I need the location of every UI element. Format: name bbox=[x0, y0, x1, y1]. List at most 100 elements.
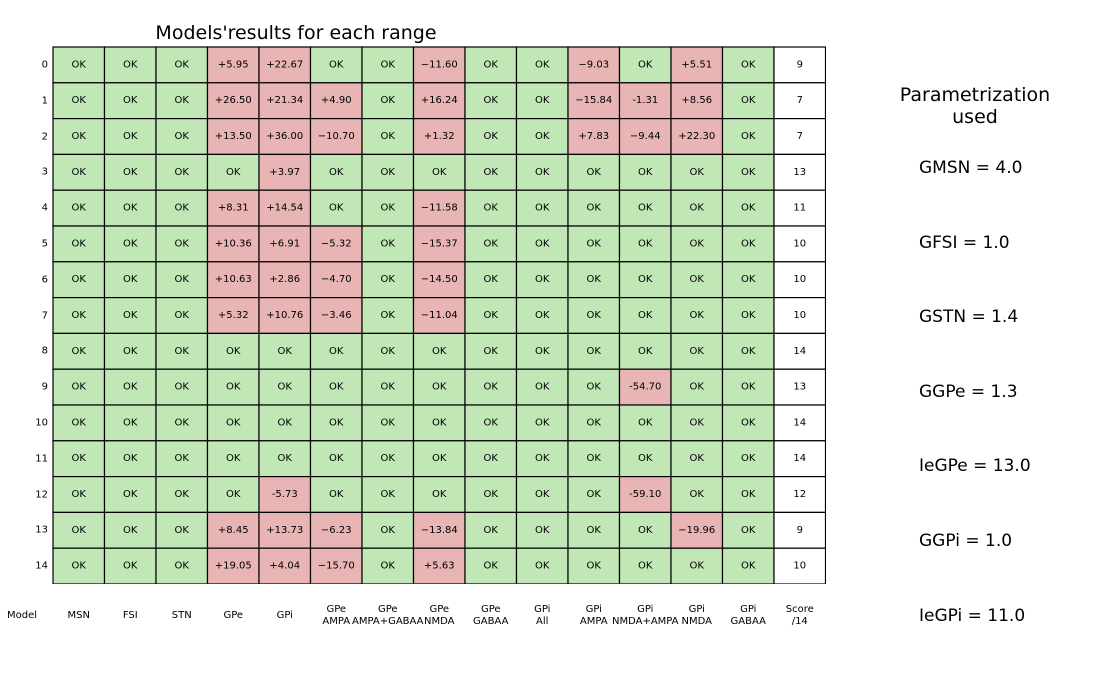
table-cell-text: OK bbox=[175, 346, 190, 357]
table-cell-text: −4.70 bbox=[321, 274, 352, 285]
table-cell bbox=[618, 117, 672, 155]
table-cell bbox=[258, 261, 312, 299]
table-cell bbox=[567, 404, 621, 442]
row-label: 7 bbox=[41, 310, 48, 321]
column-header: GPi GABAA bbox=[730, 604, 766, 627]
table-cell-text: −9.44 bbox=[630, 131, 661, 142]
table-cell-text: +26.50 bbox=[215, 95, 252, 106]
table-cell-text: OK bbox=[690, 382, 705, 393]
table-cell-text: OK bbox=[329, 346, 344, 357]
table-cell-text: 10 bbox=[793, 238, 806, 249]
table-cell-text: +19.05 bbox=[215, 561, 252, 572]
table-cell bbox=[103, 440, 157, 478]
table-cell-text: OK bbox=[741, 346, 756, 357]
table-cell-text: OK bbox=[72, 238, 87, 249]
table-cell-text: +4.04 bbox=[269, 561, 300, 572]
row-label: 2 bbox=[41, 131, 48, 142]
table-cell-text: OK bbox=[123, 310, 138, 321]
table-cell bbox=[361, 82, 415, 120]
table-cell bbox=[515, 368, 569, 406]
table-cell-text: OK bbox=[123, 525, 138, 536]
column-header: GPi AMPA bbox=[579, 604, 608, 627]
table-cell-text: OK bbox=[72, 489, 87, 500]
table-cell-text: OK bbox=[690, 167, 705, 178]
table-cell-text: +22.67 bbox=[266, 59, 303, 70]
table-cell-text: OK bbox=[690, 489, 705, 500]
parameter-entry: GGPe = 1.3 bbox=[919, 381, 1018, 402]
table-cell bbox=[412, 332, 466, 370]
table-cell bbox=[52, 297, 106, 335]
table-cell-text: OK bbox=[123, 561, 138, 572]
table-cell-text: OK bbox=[535, 382, 550, 393]
table-cell-text: OK bbox=[123, 59, 138, 70]
table-cell-text: OK bbox=[381, 346, 396, 357]
chart-title: Models'results for each range bbox=[155, 22, 437, 44]
table-cell bbox=[515, 82, 569, 120]
table-cell-text: OK bbox=[638, 525, 653, 536]
table-cell-text: +1.32 bbox=[424, 131, 455, 142]
table-cell-text: OK bbox=[381, 382, 396, 393]
table-cell bbox=[567, 117, 621, 155]
table-cell-text: OK bbox=[484, 59, 499, 70]
table-cell-text: OK bbox=[587, 274, 602, 285]
table-cell bbox=[412, 547, 466, 584]
table-cell-text: OK bbox=[278, 346, 293, 357]
table-cell bbox=[721, 476, 775, 514]
table-cell bbox=[258, 46, 312, 84]
parameter-entry: IeGPe = 13.0 bbox=[919, 456, 1031, 477]
table-cell bbox=[618, 476, 672, 514]
row-label: 14 bbox=[35, 560, 48, 572]
table-cell bbox=[309, 82, 363, 120]
table-cell-text: OK bbox=[638, 417, 653, 428]
table-cell-text: OK bbox=[72, 453, 87, 464]
table-cell bbox=[464, 189, 518, 227]
table-cell-text: OK bbox=[381, 525, 396, 536]
table-cell-text: OK bbox=[535, 131, 550, 142]
table-cell-text: OK bbox=[381, 274, 396, 285]
table-cell bbox=[206, 404, 260, 442]
table-cell bbox=[206, 82, 260, 120]
table-cell-text: OK bbox=[175, 95, 190, 106]
table-cell-text: OK bbox=[484, 238, 499, 249]
table-cell-text: OK bbox=[226, 453, 241, 464]
column-header: Score /14 bbox=[785, 604, 814, 627]
table-cell-text: −11.04 bbox=[421, 310, 458, 321]
table-cell-text: OK bbox=[535, 274, 550, 285]
table-cell bbox=[567, 261, 621, 299]
table-cell-text: OK bbox=[329, 382, 344, 393]
table-cell bbox=[361, 404, 415, 442]
table-cell-text: OK bbox=[587, 310, 602, 321]
row-label: 10 bbox=[35, 417, 48, 429]
table-cell-text: 10 bbox=[793, 561, 806, 572]
table-cell bbox=[567, 225, 621, 263]
table-cell-text: OK bbox=[741, 417, 756, 428]
table-cell-text: OK bbox=[381, 561, 396, 572]
table-cell-text: +8.31 bbox=[218, 203, 249, 214]
table-cell bbox=[773, 117, 826, 155]
table-cell-text: OK bbox=[484, 167, 499, 178]
table-cell bbox=[773, 189, 826, 227]
table-cell-text: OK bbox=[175, 238, 190, 249]
table-cell-text: OK bbox=[123, 417, 138, 428]
table-cell-text: -54.70 bbox=[629, 382, 661, 393]
table-cell bbox=[309, 297, 363, 335]
table-cell-text: OK bbox=[381, 238, 396, 249]
table-cell-text: +2.86 bbox=[269, 274, 300, 285]
table-cell bbox=[567, 332, 621, 370]
table-cell-text: OK bbox=[535, 238, 550, 249]
table-cell-text: OK bbox=[175, 489, 190, 500]
table-cell bbox=[412, 117, 466, 155]
table-cell-text: OK bbox=[484, 274, 499, 285]
row-header-label: Model bbox=[6, 610, 38, 621]
table-cell bbox=[412, 476, 466, 514]
table-cell bbox=[515, 297, 569, 335]
table-cell-text: -5.73 bbox=[272, 489, 298, 500]
row-label: 8 bbox=[41, 345, 48, 357]
table-cell bbox=[52, 476, 106, 514]
table-cell bbox=[309, 261, 363, 299]
table-cell bbox=[721, 511, 775, 549]
table-cell bbox=[155, 547, 209, 584]
parametrization-heading-line: Parametrization bbox=[899, 84, 1051, 106]
table-cell bbox=[52, 82, 106, 120]
table-cell-text: OK bbox=[638, 346, 653, 357]
